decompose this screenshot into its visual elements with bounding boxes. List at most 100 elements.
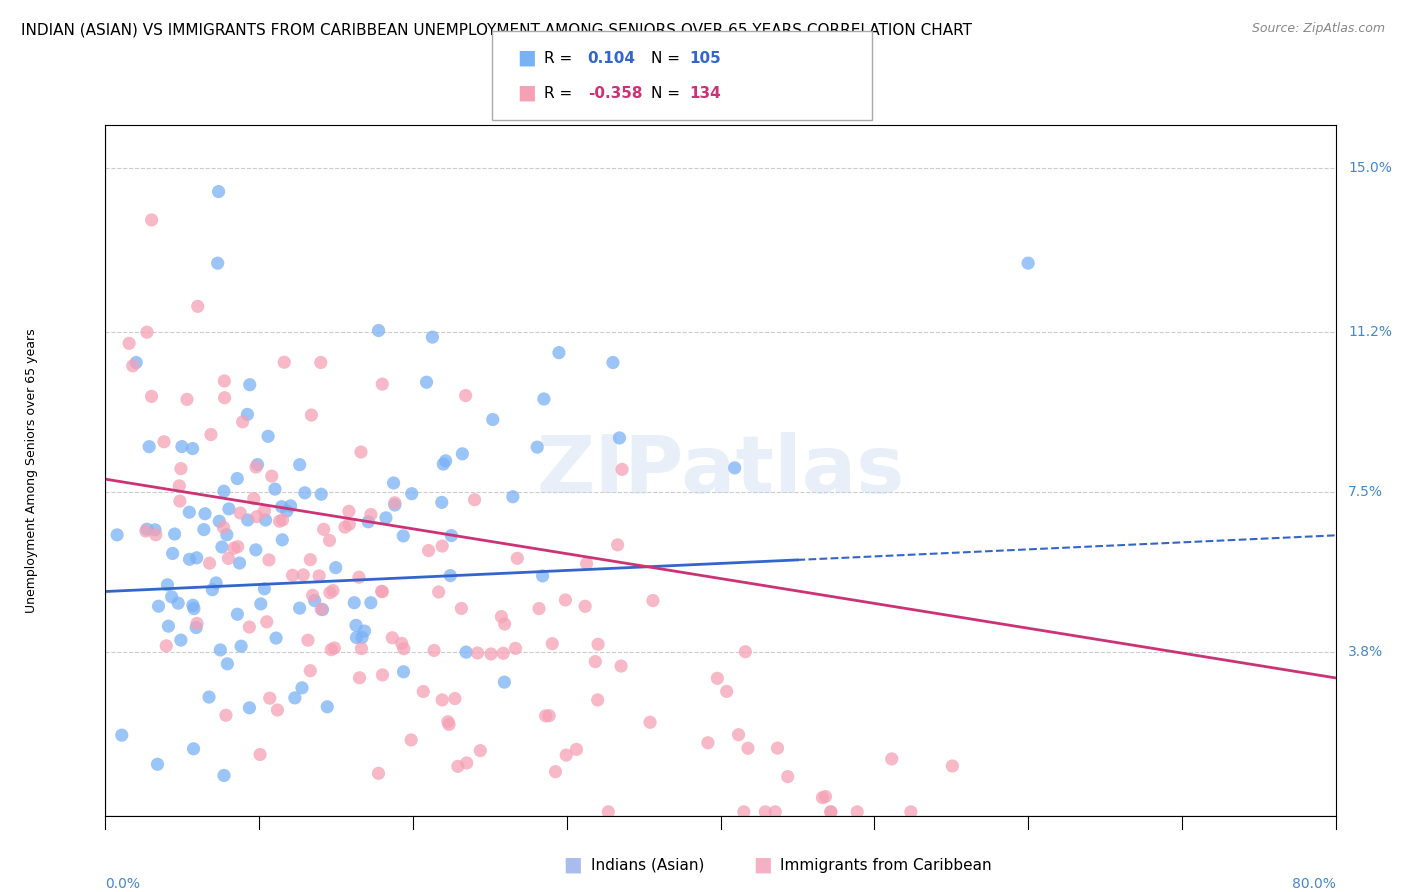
Point: [880, 752, 903, 766]
Point: [382, 475, 405, 490]
Point: [316, 699, 339, 714]
Text: 134: 134: [689, 86, 721, 101]
Point: [249, 747, 271, 762]
Point: [399, 733, 422, 747]
Point: [941, 759, 963, 773]
Point: [186, 620, 208, 634]
Text: Source: ZipAtlas.com: Source: ZipAtlas.com: [1251, 22, 1385, 36]
Point: [214, 391, 236, 405]
Point: [641, 593, 664, 607]
Point: [259, 691, 281, 706]
Point: [423, 643, 446, 657]
Text: Unemployment Among Seniors over 65 years: Unemployment Among Seniors over 65 years: [25, 328, 38, 613]
Point: [606, 538, 628, 552]
Point: [215, 527, 238, 541]
Point: [239, 377, 262, 392]
Point: [260, 469, 283, 483]
Point: [343, 596, 366, 610]
Point: [754, 805, 776, 819]
Point: [236, 408, 259, 422]
Point: [181, 442, 204, 456]
Point: [392, 529, 415, 543]
Point: [179, 552, 201, 566]
Point: [392, 641, 415, 656]
Point: [349, 671, 371, 685]
Point: [526, 440, 548, 454]
Point: [254, 513, 277, 527]
Point: [217, 551, 239, 566]
Point: [141, 213, 163, 227]
Point: [143, 523, 166, 537]
Point: [371, 584, 394, 599]
Point: [146, 757, 169, 772]
Point: [814, 789, 837, 804]
Point: [186, 550, 208, 565]
Text: 80.0%: 80.0%: [1292, 877, 1336, 891]
Point: [437, 714, 460, 729]
Point: [214, 374, 236, 388]
Point: [491, 609, 513, 624]
Point: [218, 501, 240, 516]
Point: [273, 355, 295, 369]
Point: [294, 486, 316, 500]
Point: [183, 741, 205, 756]
Point: [430, 539, 453, 553]
Point: [257, 553, 280, 567]
Point: [347, 570, 370, 584]
Point: [292, 568, 315, 582]
Point: [820, 805, 842, 819]
Point: [153, 434, 176, 449]
Point: [321, 642, 343, 657]
Text: 11.2%: 11.2%: [1348, 326, 1392, 339]
Point: [212, 520, 235, 534]
Point: [322, 583, 344, 598]
Point: [111, 728, 134, 742]
Point: [229, 639, 252, 653]
Point: [432, 457, 454, 471]
Point: [422, 330, 444, 344]
Point: [238, 620, 260, 634]
Text: N =: N =: [651, 51, 685, 66]
Point: [228, 556, 250, 570]
Point: [384, 498, 406, 512]
Point: [367, 766, 389, 780]
Point: [494, 617, 516, 632]
Point: [125, 355, 148, 369]
Point: [186, 616, 208, 631]
Point: [1017, 256, 1039, 270]
Point: [229, 506, 252, 520]
Point: [456, 645, 478, 659]
Point: [541, 637, 564, 651]
Text: Immigrants from Caribbean: Immigrants from Caribbean: [780, 858, 993, 872]
Point: [350, 445, 373, 459]
Point: [201, 582, 224, 597]
Point: [323, 640, 346, 655]
Point: [437, 717, 460, 731]
Point: [456, 756, 478, 770]
Point: [375, 511, 398, 525]
Point: [194, 507, 217, 521]
Text: ▪: ▪: [752, 851, 773, 880]
Point: [222, 541, 245, 556]
Point: [309, 355, 332, 369]
Point: [238, 701, 260, 715]
Point: [167, 596, 190, 610]
Point: [211, 540, 233, 554]
Point: [176, 392, 198, 407]
Point: [337, 504, 360, 518]
Point: [318, 533, 340, 548]
Point: [479, 647, 502, 661]
Point: [308, 569, 330, 583]
Point: [384, 496, 406, 510]
Point: [200, 427, 222, 442]
Point: [281, 568, 304, 582]
Text: 15.0%: 15.0%: [1348, 161, 1392, 175]
Text: 105: 105: [689, 51, 721, 66]
Point: [706, 671, 728, 685]
Point: [583, 655, 606, 669]
Point: [391, 636, 413, 650]
Point: [574, 599, 596, 614]
Point: [284, 690, 307, 705]
Point: [325, 560, 347, 574]
Point: [427, 585, 450, 599]
